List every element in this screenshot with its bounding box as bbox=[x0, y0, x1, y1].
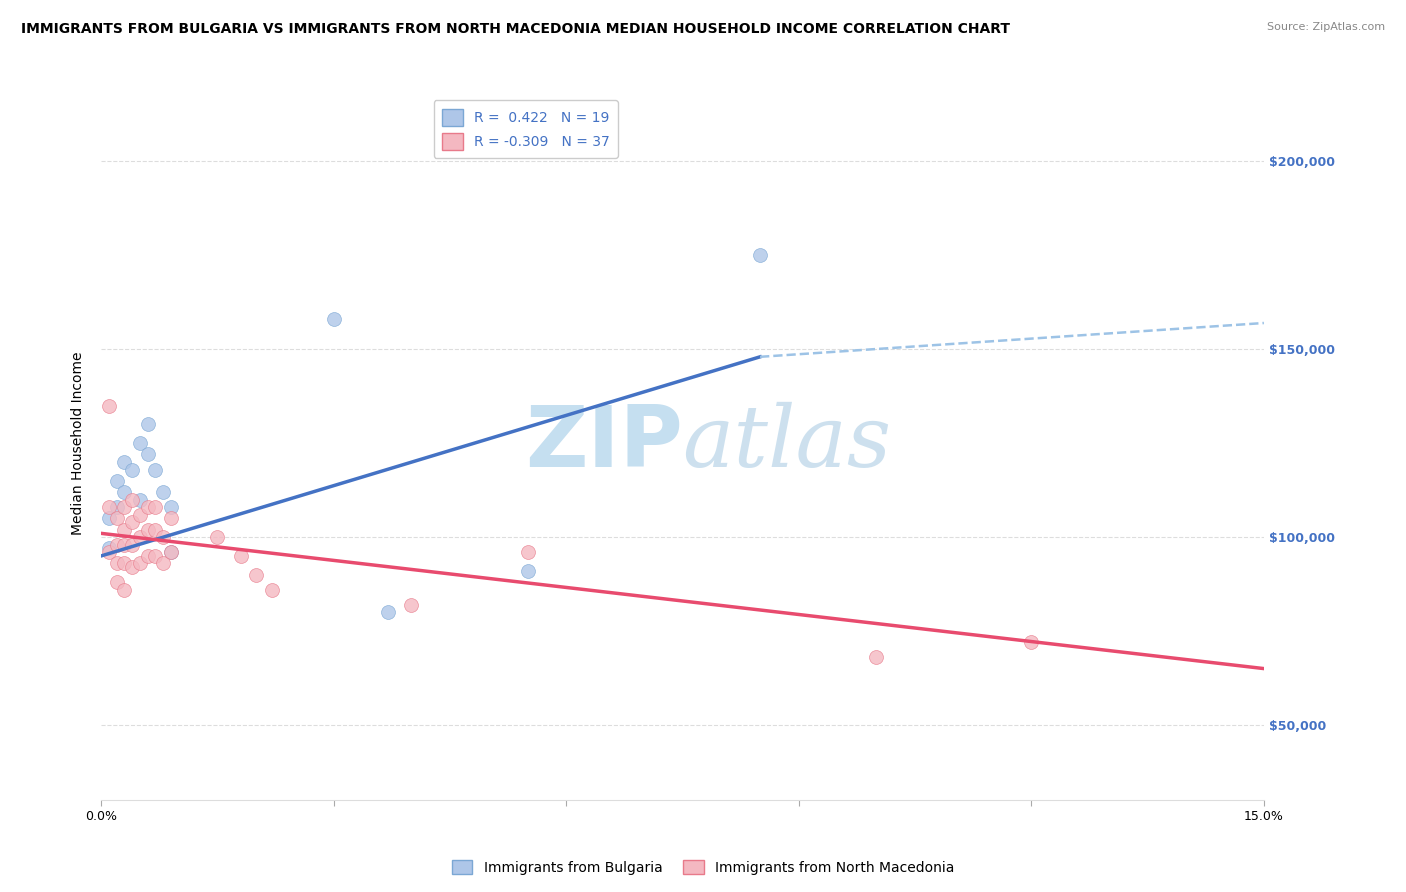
Point bbox=[114, 455, 136, 469]
Point bbox=[97, 545, 120, 559]
Point bbox=[160, 500, 183, 514]
Text: atlas: atlas bbox=[682, 402, 891, 484]
Point bbox=[121, 515, 143, 529]
Point bbox=[121, 560, 143, 574]
Point bbox=[129, 436, 152, 450]
Point bbox=[401, 598, 423, 612]
Point bbox=[105, 500, 128, 514]
Point bbox=[105, 511, 128, 525]
Point bbox=[105, 538, 128, 552]
Point bbox=[160, 545, 183, 559]
Point bbox=[245, 567, 267, 582]
Point bbox=[114, 523, 136, 537]
Point bbox=[136, 500, 159, 514]
Text: ZIP: ZIP bbox=[524, 401, 682, 484]
Point bbox=[152, 557, 174, 571]
Point bbox=[145, 523, 167, 537]
Y-axis label: Median Household Income: Median Household Income bbox=[72, 351, 86, 535]
Point bbox=[136, 417, 159, 432]
Point bbox=[322, 312, 344, 326]
Point bbox=[160, 545, 183, 559]
Point bbox=[105, 575, 128, 590]
Point bbox=[152, 485, 174, 500]
Point bbox=[105, 474, 128, 488]
Point bbox=[145, 462, 167, 476]
Point bbox=[136, 549, 159, 563]
Point bbox=[260, 582, 283, 597]
Point bbox=[114, 582, 136, 597]
Text: Source: ZipAtlas.com: Source: ZipAtlas.com bbox=[1267, 22, 1385, 32]
Point bbox=[114, 500, 136, 514]
Point bbox=[129, 492, 152, 507]
Point bbox=[97, 541, 120, 556]
Point bbox=[377, 605, 399, 619]
Point bbox=[1021, 635, 1043, 649]
Point bbox=[114, 538, 136, 552]
Point bbox=[114, 557, 136, 571]
Point bbox=[160, 511, 183, 525]
Point bbox=[516, 564, 538, 578]
Point bbox=[97, 399, 120, 413]
Point bbox=[121, 538, 143, 552]
Point bbox=[129, 508, 152, 522]
Point bbox=[865, 650, 887, 665]
Point bbox=[749, 248, 772, 262]
Legend: Immigrants from Bulgaria, Immigrants from North Macedonia: Immigrants from Bulgaria, Immigrants fro… bbox=[446, 855, 960, 880]
Point bbox=[121, 462, 143, 476]
Point bbox=[145, 500, 167, 514]
Legend: R =  0.422   N = 19, R = -0.309   N = 37: R = 0.422 N = 19, R = -0.309 N = 37 bbox=[433, 101, 619, 158]
Point bbox=[145, 549, 167, 563]
Point bbox=[105, 557, 128, 571]
Point bbox=[152, 530, 174, 544]
Point bbox=[229, 549, 252, 563]
Point bbox=[97, 511, 120, 525]
Point bbox=[114, 485, 136, 500]
Point bbox=[207, 530, 229, 544]
Point bbox=[97, 500, 120, 514]
Text: IMMIGRANTS FROM BULGARIA VS IMMIGRANTS FROM NORTH MACEDONIA MEDIAN HOUSEHOLD INC: IMMIGRANTS FROM BULGARIA VS IMMIGRANTS F… bbox=[21, 22, 1010, 37]
Point bbox=[136, 448, 159, 462]
Point bbox=[516, 545, 538, 559]
Point bbox=[121, 492, 143, 507]
Point bbox=[129, 530, 152, 544]
Point bbox=[136, 523, 159, 537]
Point bbox=[129, 557, 152, 571]
